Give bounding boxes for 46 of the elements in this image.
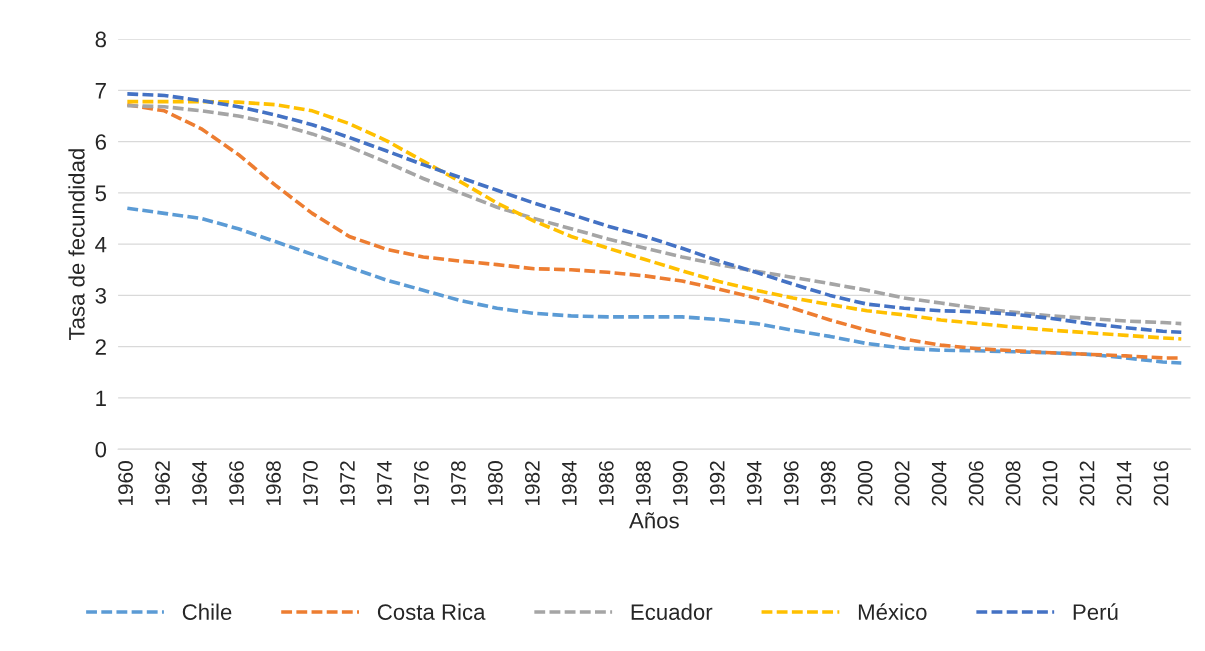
y-tick-label: 4	[95, 236, 107, 253]
y-tick-label: 5	[95, 185, 107, 202]
x-tick-label: 1966	[229, 461, 244, 506]
x-tick-label: 1974	[377, 460, 392, 506]
legend-label: Costa Rica	[377, 603, 486, 620]
x-tick-label: 2014	[1116, 460, 1132, 506]
y-tick-label: 1	[96, 390, 106, 406]
x-tick-label: 2002	[894, 461, 910, 506]
y-tick-label: 0	[95, 441, 107, 458]
x-tick-label: 1990	[672, 461, 688, 506]
x-tick-label: 1964	[192, 460, 207, 506]
y-tick-label: 2	[95, 339, 106, 355]
x-tick-label: 2008	[1005, 461, 1021, 506]
x-tick-label: 1970	[303, 461, 318, 506]
x-tick-label: 1976	[414, 461, 429, 506]
y-axis-title: Tasa de fecundidad	[68, 149, 85, 340]
x-tick-label: 1996	[783, 461, 799, 506]
line-series	[125, 206, 1184, 365]
legend-label: México	[858, 603, 927, 620]
x-tick-label: 1962	[155, 461, 170, 506]
x-tick-label: 2004	[931, 460, 947, 506]
x-tick-label: 1960	[118, 461, 133, 506]
x-tick-label: 1982	[524, 461, 540, 506]
x-tick-label: 2016	[1153, 461, 1169, 506]
x-tick-label: 1984	[561, 460, 577, 506]
y-tick-label: 8	[95, 31, 107, 48]
x-tick-label: 1994	[746, 460, 762, 506]
y-tick-label: 3	[95, 287, 106, 304]
x-tick-label: 1968	[266, 461, 281, 506]
legend-label: Chile	[182, 603, 232, 620]
x-axis-title: Años	[629, 512, 679, 529]
x-tick-label: 1972	[340, 461, 355, 506]
x-tick-label: 2010	[1042, 461, 1058, 506]
x-tick-label: 2012	[1079, 461, 1095, 506]
legend-label: Perú	[1073, 603, 1118, 620]
x-tick-label: 2000	[857, 461, 873, 506]
x-tick-label: 1998	[820, 461, 836, 506]
y-tick-label: 6	[95, 134, 106, 150]
x-tick-label: 1986	[598, 461, 614, 506]
x-tick-label: 1992	[709, 461, 725, 506]
x-tick-label: 1978	[451, 461, 466, 506]
x-tick-label: 2006	[968, 461, 984, 506]
x-tick-label: 1988	[635, 461, 651, 506]
y-tick-label: 7	[95, 83, 106, 99]
legend-label: Ecuador	[631, 603, 713, 620]
x-tick-label: 1980	[487, 461, 503, 506]
